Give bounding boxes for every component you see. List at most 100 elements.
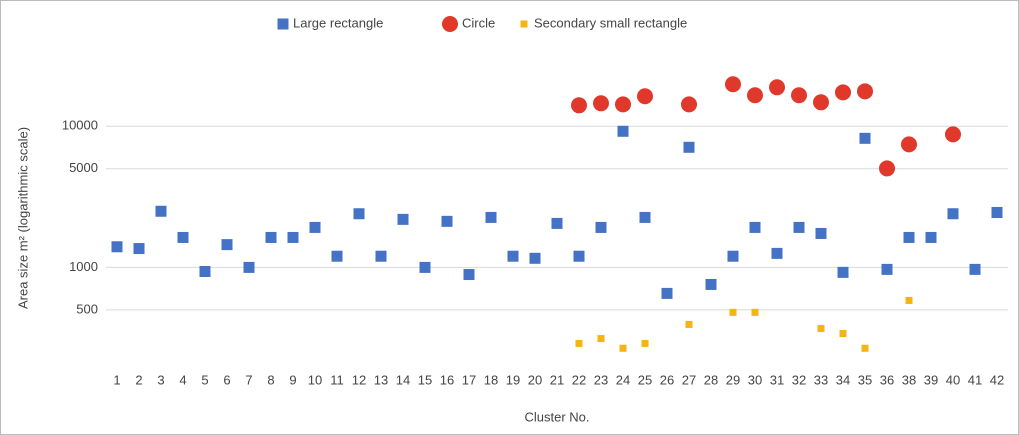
x-tick-label: 6 xyxy=(223,372,230,387)
circle-point xyxy=(637,88,653,105)
square-point xyxy=(925,231,937,243)
x-tick-label: 28 xyxy=(704,372,718,387)
square-point xyxy=(617,125,629,137)
legend-label: Secondary small rectangle xyxy=(534,15,687,30)
square-point xyxy=(705,278,717,290)
square-point xyxy=(507,250,519,262)
square-point xyxy=(199,266,211,278)
square-point xyxy=(375,250,387,262)
square-point xyxy=(595,221,607,233)
square-point xyxy=(661,287,673,299)
x-tick-label: 24 xyxy=(616,372,630,387)
circle-point xyxy=(857,83,873,100)
small-square-point xyxy=(817,324,825,332)
x-tick-label: 36 xyxy=(880,372,894,387)
x-tick-label: 5 xyxy=(201,372,208,387)
x-tick-label: 40 xyxy=(946,372,960,387)
x-tick-label: 35 xyxy=(858,372,872,387)
x-tick-label: 25 xyxy=(638,372,652,387)
circle-point xyxy=(615,96,631,113)
circle-point xyxy=(879,160,895,177)
y-axis-title: Area size m² (logarithmic scale) xyxy=(15,127,30,309)
square-point xyxy=(441,215,453,227)
x-tick-label: 38 xyxy=(902,372,916,387)
square-point xyxy=(991,206,1003,218)
small-square-point xyxy=(641,339,649,347)
circle-point xyxy=(791,87,807,104)
square-point xyxy=(859,132,871,144)
x-tick-label: 15 xyxy=(418,372,432,387)
x-tick-label: 21 xyxy=(550,372,564,387)
x-tick-label: 42 xyxy=(990,372,1004,387)
x-tick-label: 18 xyxy=(484,372,498,387)
x-tick-label: 9 xyxy=(289,372,296,387)
small-square-point xyxy=(729,308,737,316)
square-point xyxy=(277,18,289,30)
x-tick-label: 7 xyxy=(245,372,252,387)
x-tick-label: 31 xyxy=(770,372,784,387)
circle-point xyxy=(769,79,785,96)
square-point xyxy=(771,247,783,259)
x-axis-title: Cluster No. xyxy=(524,409,589,424)
square-point xyxy=(727,250,739,262)
square-point xyxy=(573,250,585,262)
square-point xyxy=(419,261,431,273)
x-tick-label: 39 xyxy=(924,372,938,387)
square-point xyxy=(485,211,497,223)
x-tick-label: 4 xyxy=(179,372,186,387)
x-tick-label: 33 xyxy=(814,372,828,387)
square-point xyxy=(243,261,255,273)
square-point xyxy=(749,221,761,233)
small-square-point xyxy=(685,320,693,328)
small-square-point xyxy=(520,20,528,28)
small-square-point xyxy=(575,339,583,347)
circle-point xyxy=(593,95,609,112)
circle-point xyxy=(835,84,851,101)
square-point xyxy=(133,243,145,255)
x-tick-label: 1 xyxy=(113,372,120,387)
square-point xyxy=(309,221,321,233)
x-tick-label: 22 xyxy=(572,372,586,387)
legend-label: Large rectangle xyxy=(293,15,383,30)
square-point xyxy=(221,239,233,251)
x-tick-label: 34 xyxy=(836,372,850,387)
circle-point xyxy=(442,16,458,32)
y-tick-label: 500 xyxy=(76,301,98,316)
x-tick-label: 26 xyxy=(660,372,674,387)
square-point xyxy=(815,227,827,239)
square-point xyxy=(155,205,167,217)
square-point xyxy=(397,213,409,225)
x-tick-label: 27 xyxy=(682,372,696,387)
square-point xyxy=(177,231,189,243)
y-tick-label: 1000 xyxy=(69,259,98,274)
small-square-point xyxy=(861,344,869,352)
square-point xyxy=(529,252,541,264)
x-tick-label: 2 xyxy=(135,372,142,387)
small-square-point xyxy=(839,329,847,337)
legend-label: Circle xyxy=(462,15,495,30)
y-tick-label: 10000 xyxy=(62,118,98,133)
x-tick-label: 14 xyxy=(396,372,410,387)
x-tick-label: 11 xyxy=(330,372,344,387)
x-tick-label: 17 xyxy=(462,372,476,387)
circle-point xyxy=(571,97,587,114)
x-tick-label: 32 xyxy=(792,372,806,387)
square-point xyxy=(287,231,299,243)
square-point xyxy=(881,263,893,275)
x-tick-label: 13 xyxy=(374,372,388,387)
x-tick-label: 19 xyxy=(506,372,520,387)
small-square-point xyxy=(619,344,627,352)
square-point xyxy=(793,221,805,233)
square-point xyxy=(265,231,277,243)
x-tick-label: 12 xyxy=(352,372,366,387)
x-tick-label: 8 xyxy=(267,372,274,387)
square-point xyxy=(353,208,365,220)
x-tick-label: 20 xyxy=(528,372,542,387)
square-point xyxy=(947,208,959,220)
circle-point xyxy=(681,96,697,113)
square-point xyxy=(111,241,123,253)
circle-point xyxy=(747,87,763,104)
square-point xyxy=(551,217,563,229)
